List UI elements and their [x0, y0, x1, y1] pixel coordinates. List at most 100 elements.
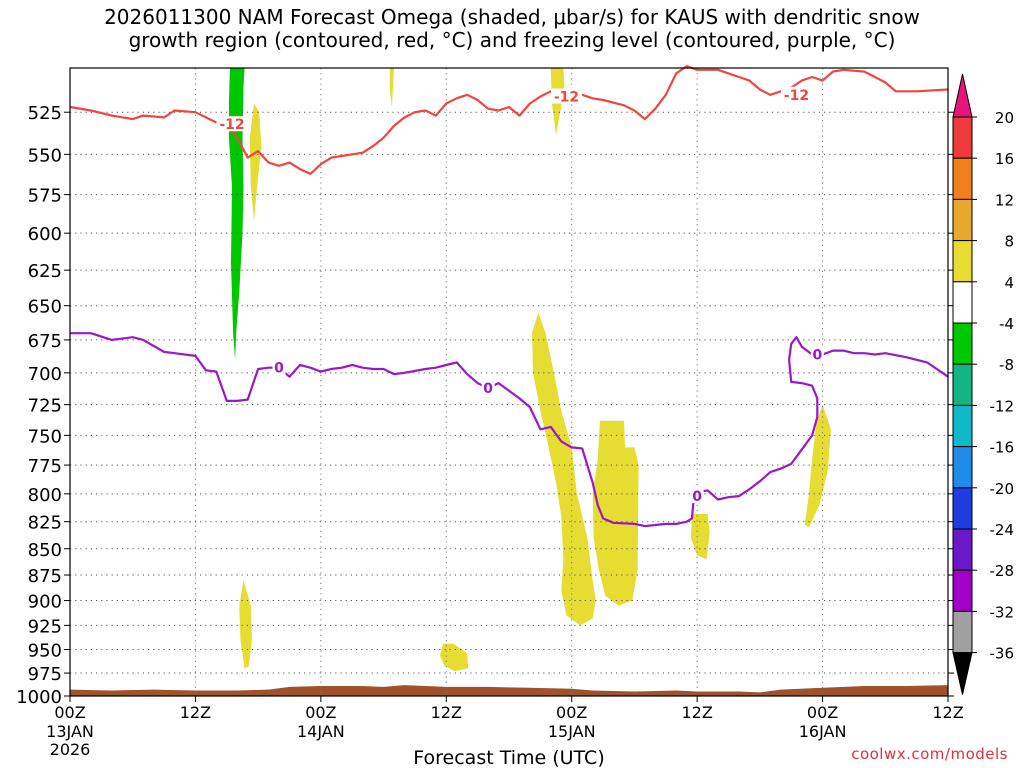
x-tick-label-1: 12Z [180, 703, 211, 722]
colorbar-bin-13 [952, 610, 973, 654]
colorbar-bin-12 [952, 569, 973, 612]
plot-frame [69, 67, 949, 697]
y-axis: 525 550 575 600 625 650 675 700 725 750 775 800 825 8… [16, 103, 954, 708]
y-tick-label-525: 525 [28, 103, 62, 124]
y-tick-label-750: 750 [28, 426, 62, 447]
chart-title: 2026011300 NAM Forecast Omega (shaded, μ… [0, 6, 1024, 52]
colorbar-label-5: 4 [1004, 274, 1014, 292]
colorbar-bin-3 [952, 198, 973, 242]
colorbar-label-11: -24 [990, 521, 1015, 539]
y-tick-label-875: 875 [28, 566, 62, 587]
y-tick-label-625: 625 [28, 261, 62, 282]
x-tick-label-3: 12Z [431, 703, 462, 722]
x-tick-label-4: 00Z [556, 703, 587, 722]
omega-shade-region-9 [239, 580, 252, 669]
colorbar-top-triangle [952, 73, 973, 118]
contour-label-zero-1: 0 [274, 361, 284, 377]
y-tick-label-825: 825 [28, 513, 62, 534]
colorbar-bin-8 [952, 404, 973, 448]
colorbar: 20 16 12 8 4 -4 -8 -12 -16 -20 -24 -28 -32 -36 [952, 73, 1015, 695]
omega-shade-region-7 [690, 514, 710, 560]
contour-label-bg-minus12-1 [216, 116, 248, 132]
contour-label-bg-zero-1 [272, 359, 286, 375]
y-tick-label-675: 675 [28, 331, 62, 352]
x-tick-date-4: 15JAN [548, 722, 596, 741]
chart-title-line-1: 2026011300 NAM Forecast Omega (shaded, μ… [104, 5, 920, 29]
colorbar-label-9: -16 [990, 439, 1015, 457]
x-tick-year-0: 2026 [50, 740, 91, 759]
x-tick-date-0: 13JAN [46, 722, 94, 741]
contour-label-zero-2: 0 [483, 381, 493, 397]
y-tick-label-1000: 1000 [16, 687, 62, 708]
colorbar-bin-1 [952, 116, 973, 159]
omega-shade-region-1 [228, 68, 245, 360]
contour-label-bg-minus12-3 [780, 86, 812, 102]
y-tick-label-700: 700 [28, 364, 62, 385]
y-tick-label-900: 900 [28, 592, 62, 613]
omega-shade-region-3 [389, 68, 394, 107]
x-tick-label-7: 12Z [932, 703, 963, 722]
x-tick-date-2: 14JAN [297, 722, 345, 741]
contour-label-bg-zero-4 [810, 346, 824, 362]
contour-label-bg-zero-2 [481, 380, 495, 396]
y-tick-label-925: 925 [28, 616, 62, 637]
contour-label-minus12-2: -12 [554, 90, 579, 106]
colorbar-label-6: -4 [999, 315, 1014, 333]
colorbar-label-12: -28 [990, 562, 1015, 580]
colorbar-label-8: -12 [990, 397, 1015, 415]
colorbar-bin-2 [952, 157, 973, 200]
omega-shade-region-10 [440, 643, 469, 672]
y-tick-label-950: 950 [28, 641, 62, 662]
colorbar-bin-10 [952, 487, 973, 530]
x-tick-label-6: 00Z [807, 703, 838, 722]
colorbar-bin-7 [952, 363, 973, 406]
omega-shade-region-6 [592, 420, 639, 606]
contour-label-bg-minus12-2 [550, 88, 582, 104]
x-tick-label-2: 00Z [305, 703, 336, 722]
x-tick-label-5: 12Z [681, 703, 712, 722]
contour-label-minus12-3: -12 [784, 88, 809, 104]
y-tick-label-725: 725 [28, 396, 62, 417]
contour-label-zero-4: 0 [812, 348, 822, 364]
y-tick-label-600: 600 [28, 224, 62, 245]
colorbar-bin-9 [952, 446, 973, 489]
y-tick-label-775: 775 [28, 456, 62, 477]
contour-layer: -12 -12 -12 0 0 0 0 [69, 65, 949, 528]
colorbar-label-7: -8 [999, 356, 1014, 374]
colorbar-label-2: 16 [995, 150, 1014, 168]
colorbar-bin-11 [952, 528, 973, 571]
colorbar-bin-6 [952, 322, 973, 365]
contour-label-minus12-1: -12 [219, 117, 244, 133]
contour-label-zero-3: 0 [692, 489, 702, 505]
y-tick-label-650: 650 [28, 297, 62, 318]
grid-layer [70, 68, 948, 697]
chart-title-line-2: growth region (contoured, red, °C) and f… [128, 28, 896, 52]
contour-line-zero [70, 332, 949, 528]
colorbar-bin-5 [952, 281, 973, 324]
y-tick-label-975: 975 [28, 664, 62, 685]
colorbar-label-3: 12 [995, 191, 1014, 209]
colorbar-label-1: 20 [995, 109, 1014, 127]
x-tick-date-6: 16JAN [799, 722, 847, 741]
contour-line-minus12 [69, 65, 949, 175]
x-axis-label: Forecast Time (UTC) [413, 747, 604, 768]
colorbar-label-14: -36 [990, 645, 1015, 663]
terrain-layer [70, 685, 948, 696]
omega-shade-region-8 [804, 404, 831, 528]
y-tick-label-800: 800 [28, 485, 62, 506]
y-tick-label-575: 575 [28, 186, 62, 207]
colorbar-bin-4 [952, 240, 973, 283]
source-credit: coolwx.com/models [851, 745, 1008, 763]
terrain-fill [70, 685, 948, 696]
contour-label-bg-zero-3 [690, 488, 704, 504]
omega-shade-region-2 [249, 103, 262, 221]
colorbar-label-13: -32 [990, 603, 1015, 621]
colorbar-label-10: -20 [990, 480, 1015, 498]
colorbar-bottom-triangle [952, 652, 973, 695]
colorbar-label-4: 8 [1004, 233, 1014, 251]
y-tick-label-550: 550 [28, 145, 62, 166]
y-tick-label-850: 850 [28, 540, 62, 561]
omega-shade-region-5 [532, 312, 596, 626]
